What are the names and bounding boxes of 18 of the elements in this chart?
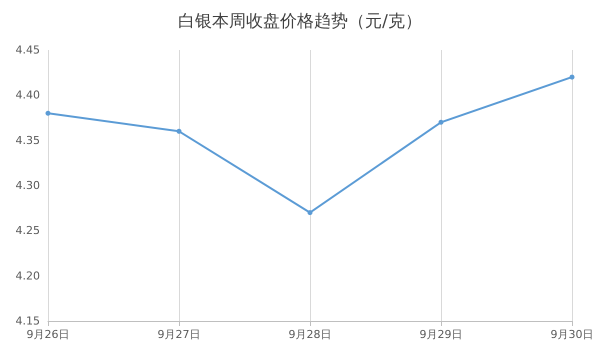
x-tick-label: 9月30日	[550, 328, 594, 341]
x-tick-label: 9月28日	[288, 328, 332, 341]
y-tick-label: 4.30	[16, 179, 40, 192]
point	[46, 110, 50, 116]
point	[570, 74, 574, 80]
y-tick-label: 4.35	[16, 134, 40, 147]
y-tick-label: 4.45	[16, 44, 40, 56]
y-tick-label: 4.25	[16, 224, 40, 238]
y-tick-label: 4.40	[16, 88, 40, 102]
x-tick-label: 9月27日	[158, 328, 200, 341]
point	[438, 120, 444, 125]
x-tick-label: 9月26日	[26, 328, 70, 341]
x-tick-label: 9月29日	[420, 328, 462, 341]
chart-title: 白银本周收盘价格趋势（元/克）	[178, 12, 422, 32]
y-tick-label: 4.15	[16, 314, 40, 328]
point	[308, 210, 312, 216]
point	[176, 128, 182, 134]
y-tick-label: 4.20	[16, 269, 40, 282]
